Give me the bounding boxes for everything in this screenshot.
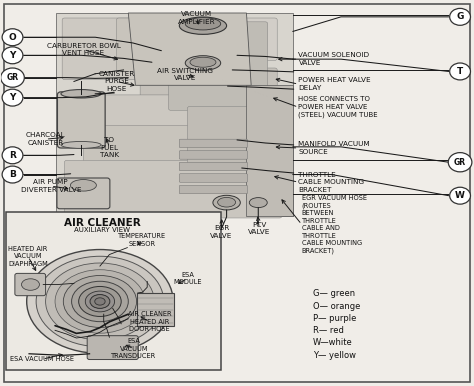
FancyBboxPatch shape [179,162,247,171]
Text: AIR SWITCHING
VALVE: AIR SWITCHING VALVE [157,68,213,81]
Text: CHARCOAL
CANISTER: CHARCOAL CANISTER [26,132,65,146]
FancyBboxPatch shape [179,185,247,194]
Text: AIR CLEANER
HEATED AIR
DOOR HOSE: AIR CLEANER HEATED AIR DOOR HOSE [128,312,172,332]
Text: Y— yellow: Y— yellow [313,351,356,360]
Circle shape [2,47,23,64]
Circle shape [450,187,471,204]
Ellipse shape [61,141,101,148]
Text: P— purple: P— purple [313,314,356,323]
Text: R: R [9,151,16,160]
FancyBboxPatch shape [62,18,180,80]
FancyBboxPatch shape [168,22,268,110]
Text: ESA VACUUM HOSE: ESA VACUUM HOSE [10,356,74,362]
Ellipse shape [90,295,110,308]
Ellipse shape [61,90,101,98]
Text: ESA
VACUUM
TRANSDUCER: ESA VACUUM TRANSDUCER [111,338,156,359]
Text: VACUUM SOLENOID
VALVE: VACUUM SOLENOID VALVE [299,52,370,66]
Text: T: T [457,67,463,76]
Text: EGR VACUUM HOSE
(ROUTES
BETWEEN
THROTTLE
CABLE AND
THROTTLE
CABLE MOUNTING
BRACK: EGR VACUUM HOSE (ROUTES BETWEEN THROTTLE… [302,195,367,254]
Circle shape [2,29,23,46]
FancyBboxPatch shape [179,139,247,147]
Text: W: W [455,191,465,200]
FancyBboxPatch shape [140,68,277,118]
FancyBboxPatch shape [57,178,110,209]
Text: POWER HEAT VALVE
DELAY: POWER HEAT VALVE DELAY [299,78,371,91]
Text: MANIFOLD VACUUM
SOURCE: MANIFOLD VACUUM SOURCE [299,141,370,155]
Polygon shape [246,85,293,216]
Text: R— red: R— red [313,326,344,335]
Ellipse shape [179,17,227,34]
Circle shape [450,63,471,80]
Circle shape [2,89,23,106]
FancyBboxPatch shape [83,126,254,176]
Text: ESA
MODULE: ESA MODULE [173,272,201,285]
FancyBboxPatch shape [93,95,192,137]
Text: Y: Y [9,93,16,102]
Ellipse shape [185,18,221,30]
FancyBboxPatch shape [179,174,247,182]
Text: AIR CLEANER: AIR CLEANER [64,218,141,228]
Text: G: G [456,12,464,21]
Ellipse shape [91,295,109,308]
Polygon shape [128,13,251,85]
Ellipse shape [95,298,105,305]
Text: PCV
VALVE: PCV VALVE [248,222,270,235]
Ellipse shape [190,57,216,67]
Text: TEMPERATURE
SENSOR: TEMPERATURE SENSOR [118,233,166,247]
Ellipse shape [27,249,173,353]
Text: HEATED AIR
VACUUM
DIAPHRAGM: HEATED AIR VACUUM DIAPHRAGM [8,246,48,267]
FancyBboxPatch shape [187,107,287,164]
FancyBboxPatch shape [137,293,173,326]
FancyBboxPatch shape [57,92,105,148]
Text: HOSE CONNECTS TO
POWER HEAT VALVE
(STEEL) VACUUM TUBE: HOSE CONNECTS TO POWER HEAT VALVE (STEEL… [299,96,378,118]
Text: CANISTER
PURGE
HOSE: CANISTER PURGE HOSE [99,71,135,92]
Polygon shape [56,13,293,216]
Text: O: O [9,33,17,42]
Text: VACUUM
AMPLIFIER: VACUUM AMPLIFIER [178,11,216,25]
Text: B: B [9,170,16,179]
Circle shape [0,68,24,87]
FancyBboxPatch shape [117,18,206,72]
Text: AIR PUMP
DIVERTER VALVE: AIR PUMP DIVERTER VALVE [20,179,81,193]
Text: O— orange: O— orange [313,301,360,311]
Text: THROTTLE
CABLE MOUNTING
BRACKET: THROTTLE CABLE MOUNTING BRACKET [299,172,365,193]
Ellipse shape [36,256,164,347]
Text: AUXILIARY VIEW: AUXILIARY VIEW [74,227,130,233]
Text: G— green: G— green [313,289,355,298]
Text: GR: GR [7,73,18,82]
FancyBboxPatch shape [15,273,46,296]
Ellipse shape [185,56,221,70]
Ellipse shape [21,279,39,290]
Ellipse shape [85,291,115,312]
Text: TO
FUEL
TANK: TO FUEL TANK [100,137,119,158]
Text: Y: Y [9,51,16,60]
Ellipse shape [55,270,145,333]
Circle shape [2,166,23,183]
FancyBboxPatch shape [168,18,277,60]
Ellipse shape [72,281,128,322]
Ellipse shape [218,197,236,207]
Text: GR: GR [454,158,466,167]
Circle shape [450,8,471,25]
Circle shape [2,147,23,164]
Text: W—white: W—white [313,339,352,347]
FancyBboxPatch shape [87,336,138,359]
Text: CARBURETOR BOWL
VENT HOSE: CARBURETOR BOWL VENT HOSE [46,43,120,56]
Ellipse shape [64,276,137,327]
FancyBboxPatch shape [6,212,221,370]
Text: EGR
VALVE: EGR VALVE [210,225,233,239]
Ellipse shape [71,179,96,191]
FancyBboxPatch shape [179,151,247,159]
FancyBboxPatch shape [64,160,282,218]
Ellipse shape [46,263,155,340]
Ellipse shape [249,198,267,208]
Circle shape [448,152,472,172]
Ellipse shape [213,195,240,210]
FancyBboxPatch shape [4,4,470,382]
Ellipse shape [79,286,121,317]
